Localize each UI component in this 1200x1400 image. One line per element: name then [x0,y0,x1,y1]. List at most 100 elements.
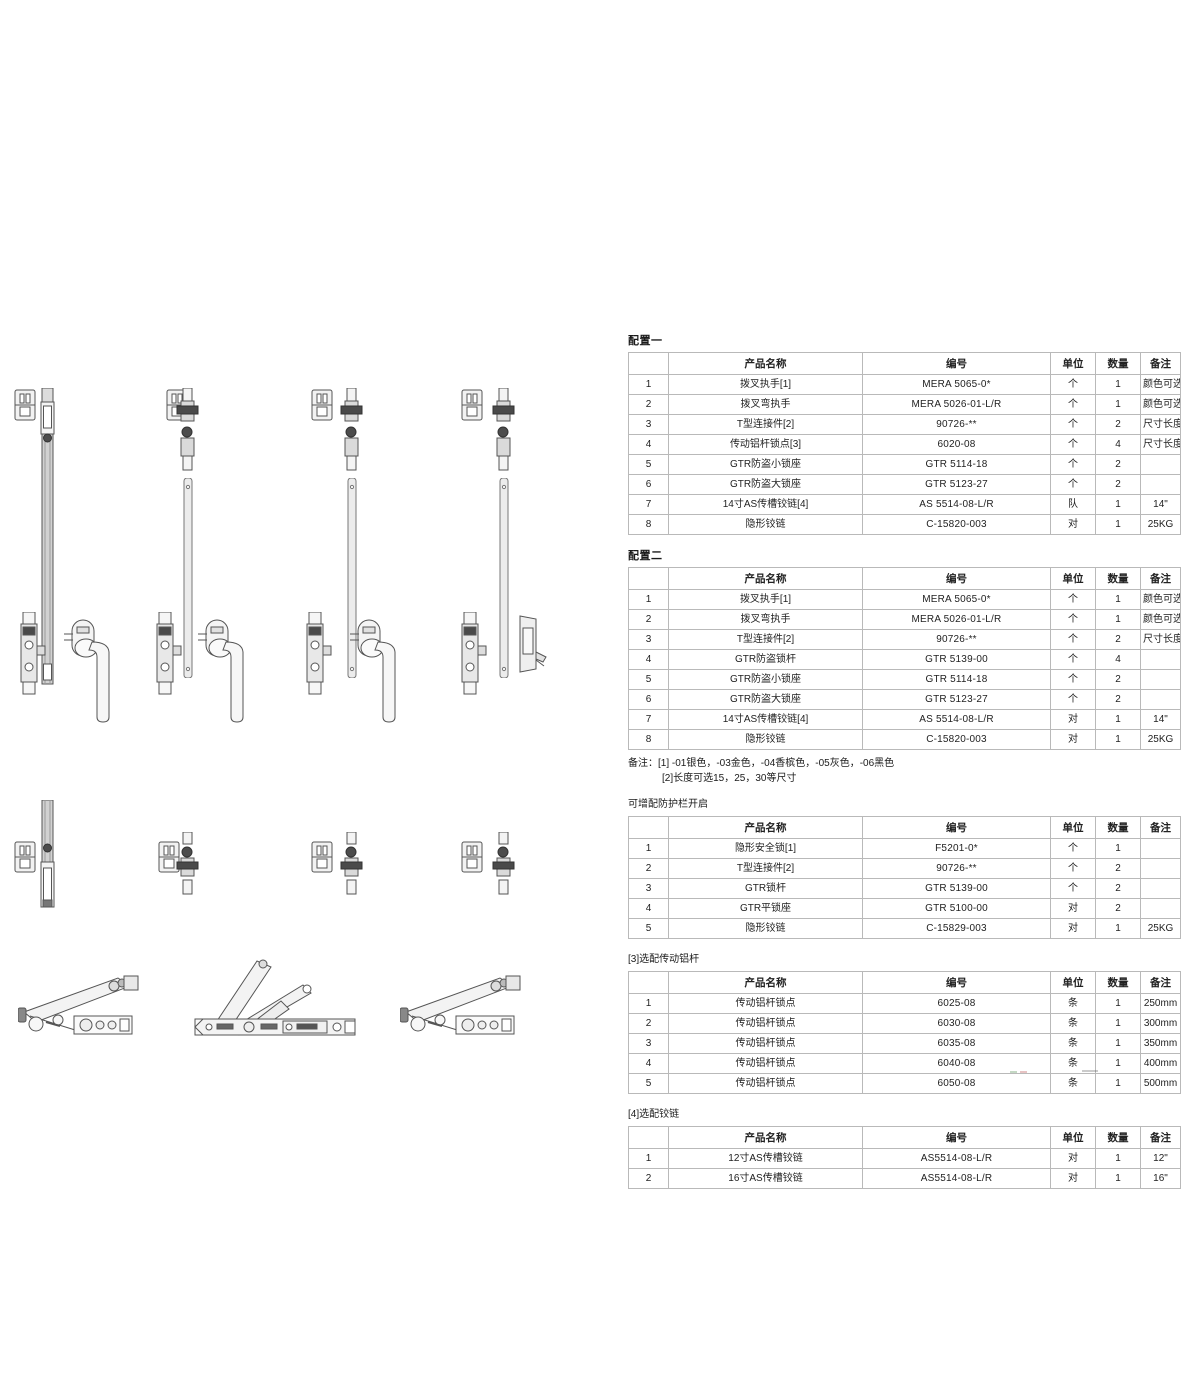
table-row: 3 传动铝杆锁点 6035-08 条 1 350mm [628,1033,1181,1054]
illustration-transmission-rod-a3 [344,478,360,678]
cell-code: 90726-** [862,414,1051,435]
cell-unit: 个 [1050,414,1096,435]
cell-unit: 对 [1050,1168,1096,1189]
cell-qty: 2 [1095,898,1141,919]
cell-name: 传动铝杆锁点 [668,993,863,1014]
cell-remark [1140,878,1181,899]
cell-name: 隐形铰链 [668,514,863,535]
cell-unit: 对 [1050,709,1096,730]
cell-index: 5 [628,918,669,939]
cell-name: 传动铝杆锁点 [668,1033,863,1054]
table-row: 8 隐形铰链 C-15820-003 对 1 25KG [628,729,1181,750]
cell-qty: 1 [1095,1168,1141,1189]
illustration-invisible-safety-lock [512,614,552,674]
cell-remark: 300mm [1140,1013,1181,1034]
cell-index: 4 [628,434,669,455]
cell-unit: 条 [1050,1013,1096,1034]
table-row: 7 14寸AS传槽铰链[4] AS 5514-08-L/R 对 1 14" [628,709,1181,730]
cell-code: AS 5514-08-L/R [862,709,1051,730]
cell-code: MERA 5065-0* [862,589,1051,610]
cell-code: GTR 5139-00 [862,649,1051,670]
cell-code: 90726-** [862,629,1051,650]
cell-code: GTR 5100-00 [862,898,1051,919]
cell-unit: 对 [1050,1148,1096,1169]
col-header-index [628,567,669,590]
illustration-strike-plate-a1 [8,386,42,426]
cell-unit: 个 [1050,609,1096,630]
cell-remark: 25KG [1140,729,1181,750]
illustration-lock-body-b4 [455,612,489,697]
illustration-lock-body-b1 [14,612,48,697]
cell-unit: 个 [1050,858,1096,879]
col-header-index [628,1126,669,1149]
cell-code: GTR 5114-18 [862,454,1051,475]
cell-index: 1 [628,993,669,1014]
table-row: 3 GTR锁杆 GTR 5139-00 个 2 [628,878,1181,899]
cell-code: C-15829-003 [862,918,1051,939]
table-header-row: 产品名称 编号 单位 数量 备注 [628,352,1181,375]
cell-name: T型连接件[2] [668,629,863,650]
table-row: 8 隐形铰链 C-15820-003 对 1 25KG [628,514,1181,535]
table-row: 4 GTR平锁座 GTR 5100-00 对 2 [628,898,1181,919]
cell-index: 1 [628,838,669,859]
cell-name: 14寸AS传槽铰链[4] [668,494,863,515]
cell-remark [1140,689,1181,710]
cell-index: 5 [628,1073,669,1094]
table-row: 1 12寸AS传槽铰链 AS5514-08-L/R 对 1 12" [628,1148,1181,1169]
col-header-qty: 数量 [1095,816,1141,839]
illustration-transmission-rod-a1 [36,388,58,688]
table-optional-hinge: 产品名称 编号 单位 数量 备注 1 12寸AS传槽铰链 AS5514-08-L/R… [628,1126,1181,1189]
cell-index: 1 [628,1148,669,1169]
table-config-2: 产品名称 编号 单位 数量 备注 1 拨叉执手[1] MERA 5065-0* 个 1 颜… [628,567,1181,750]
table-row: 2 拨叉弯执手 MERA 5026-01-L/R 个 1 颜色可选 [628,609,1181,630]
cell-remark: 14" [1140,709,1181,730]
cell-code: 6030-08 [862,1013,1051,1034]
cell-qty: 1 [1095,589,1141,610]
cell-index: 3 [628,629,669,650]
illustration-friction-stay-hinge-left [18,972,148,1047]
cell-name: T型连接件[2] [668,858,863,879]
illustration-strike-plate-c4 [455,838,489,878]
cell-name: 传动铝杆锁点[3] [668,434,863,455]
cell-qty: 4 [1095,434,1141,455]
cell-unit: 个 [1050,669,1096,690]
cell-unit: 个 [1050,434,1096,455]
cell-qty: 2 [1095,414,1141,435]
cell-index: 3 [628,414,669,435]
cell-name: 隐形铰链 [668,729,863,750]
cell-code: F5201-0* [862,838,1051,859]
table-row: 1 隐形安全锁[1] F5201-0* 个 1 [628,838,1181,859]
cell-qty: 1 [1095,374,1141,395]
cell-index: 7 [628,709,669,730]
table-config-1: 产品名称 编号 单位 数量 备注 1 拨叉执手[1] MERA 5065-0* 个 1 颜… [628,352,1181,535]
cell-qty: 1 [1095,838,1141,859]
table-row: 5 GTR防盗小锁座 GTR 5114-18 个 2 [628,454,1181,475]
cell-remark: 12" [1140,1148,1181,1169]
col-header-name: 产品名称 [668,352,863,375]
cell-index: 7 [628,494,669,515]
cell-name: 拨叉弯执手 [668,609,863,630]
cell-name: 传动铝杆锁点 [668,1073,863,1094]
col-header-name: 产品名称 [668,567,863,590]
scan-artifact [1010,1068,1120,1078]
cell-qty: 1 [1095,729,1141,750]
table-guardrail: 产品名称 编号 单位 数量 备注 1 隐形安全锁[1] F5201-0* 个 1 2 T型… [628,816,1181,939]
cell-qty: 2 [1095,474,1141,495]
col-header-qty: 数量 [1095,971,1141,994]
cell-code: GTR 5123-27 [862,474,1051,495]
cell-code: 6035-08 [862,1033,1051,1054]
cell-unit: 个 [1050,454,1096,475]
cell-index: 8 [628,514,669,535]
cell-index: 3 [628,1033,669,1054]
cell-index: 2 [628,1013,669,1034]
table-row: 1 拨叉执手[1] MERA 5065-0* 个 1 颜色可选 [628,589,1181,610]
cell-remark: 颜色可选 [1140,394,1181,415]
cell-remark: 25KG [1140,918,1181,939]
cell-code: MERA 5026-01-L/R [862,609,1051,630]
col-header-code: 编号 [862,352,1051,375]
cell-remark: 尺寸长度可选 [1140,629,1181,650]
cell-remark: 14" [1140,494,1181,515]
cell-qty: 2 [1095,669,1141,690]
cell-unit: 条 [1050,1033,1096,1054]
